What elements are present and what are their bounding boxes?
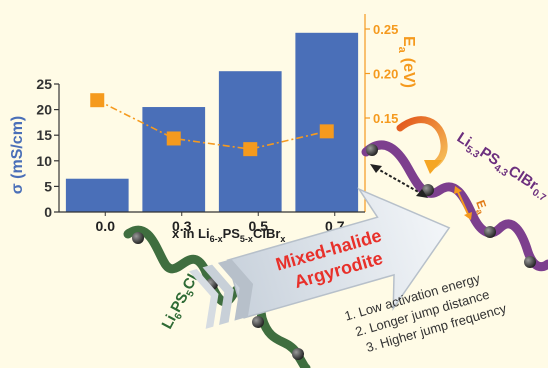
bar-series: [65, 32, 359, 212]
bar: [142, 107, 206, 212]
bar: [218, 71, 282, 212]
jump-distance-arrow: [375, 167, 423, 195]
x-tick-label: 0.3: [172, 218, 192, 234]
arrow-stripe: [202, 264, 234, 326]
energy-point: [243, 142, 258, 157]
arrow-head-icon: [424, 160, 442, 174]
energy-line: [96, 99, 327, 150]
ion-ball: [132, 232, 144, 244]
left-tick-label: 15: [36, 127, 52, 143]
ion-ball: [422, 184, 434, 196]
arrow-body: [226, 187, 451, 319]
ion-ball: [252, 316, 264, 328]
right-wave-diagram: [361, 116, 548, 272]
right-tick-label: 0.25: [373, 22, 398, 37]
bar: [65, 178, 129, 212]
bar: [295, 32, 359, 212]
arrow-head-icon: [370, 164, 382, 173]
ion-ball: [484, 226, 496, 238]
energy-point: [166, 131, 181, 146]
x-axis-label: x in Li6-xPS5-xClBrx: [172, 226, 285, 244]
arrow-head-icon: [464, 212, 472, 220]
y-axis-label-right: Ea(eV): [396, 36, 417, 88]
mixed-halide-arrow: Mixed-halide Argyrodite: [189, 187, 451, 329]
ion-ball: [524, 256, 536, 268]
x-tick-label: 0.0: [96, 218, 116, 234]
arrow-stripe: [189, 268, 219, 329]
left-tick-label: 25: [36, 76, 52, 92]
left-tick-label: 10: [36, 153, 52, 169]
energy-point: [319, 124, 334, 139]
arrow-head-icon: [416, 189, 428, 198]
activation-energy-arrow: [457, 191, 469, 215]
ion-ball: [366, 144, 378, 156]
purple-energy-wave: [361, 140, 548, 272]
left-ticks: 0 5 10 15 20 25: [36, 76, 59, 220]
right-tick-label: 0.20: [373, 67, 398, 82]
arrow-stripe: [217, 259, 254, 321]
arrow-head-icon: [454, 186, 462, 194]
right-tick-label: 0.15: [373, 111, 398, 126]
left-tick-label: 0: [44, 204, 52, 220]
energy-point: [90, 93, 105, 108]
ion-ball: [292, 348, 304, 360]
energy-series: [90, 93, 334, 157]
y-axis-label-left: σ (mS/cm): [9, 116, 26, 195]
right-ticks: 0.15 0.20 0.25: [365, 22, 398, 126]
left-tick-label: 5: [44, 178, 52, 194]
left-tick-label: 20: [36, 102, 52, 118]
x-tick-label: 0.5: [249, 218, 269, 234]
